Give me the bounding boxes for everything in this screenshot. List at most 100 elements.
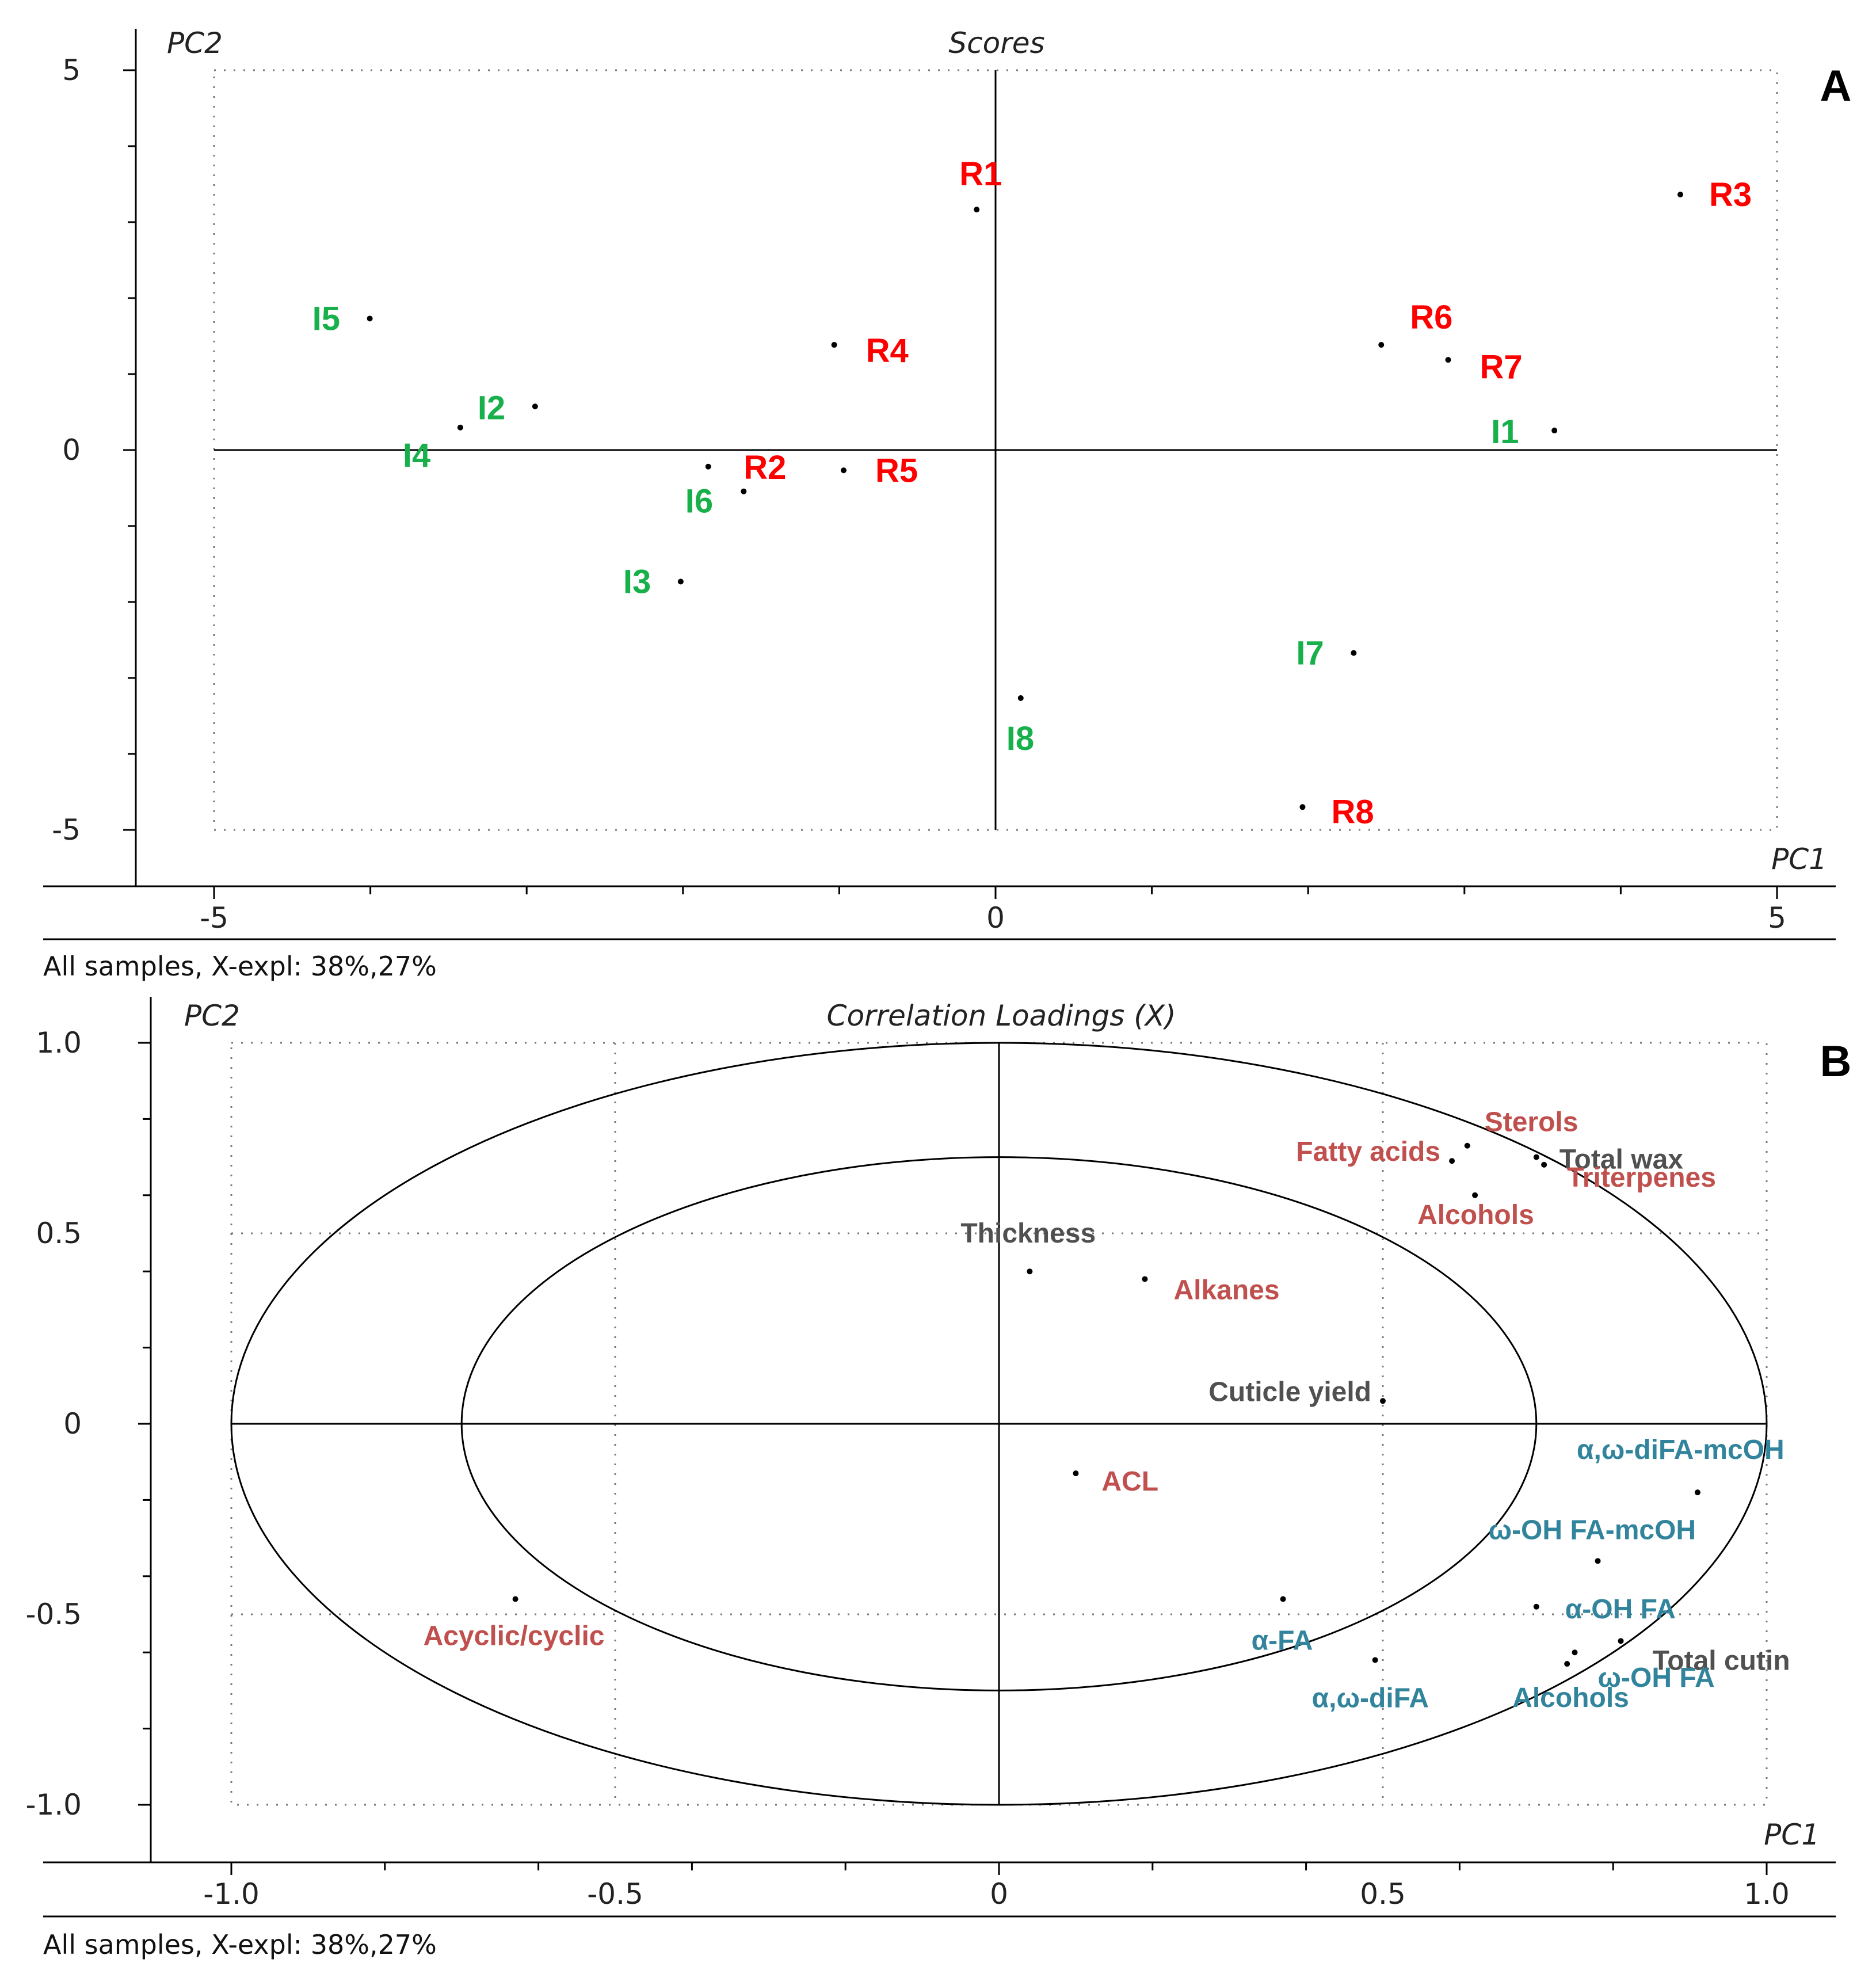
a-footer: All samples, X-expl: 38%,27% (43, 951, 437, 982)
point-r2 (741, 488, 747, 494)
b-title: Correlation Loadings (X) (827, 999, 1176, 1032)
a-zero-axes (214, 70, 1777, 830)
label-total-wax: Total wax (1559, 1145, 1683, 1175)
b-ylabel: PC2 (184, 999, 240, 1032)
point-oh-fa (1572, 1649, 1578, 1656)
label-oh-fa: α-OH FA (1565, 1594, 1676, 1625)
label-difa: α,ω-diFA (1312, 1683, 1429, 1713)
label-r7: R7 (1480, 348, 1522, 386)
x-tick-label: 1.0 (1744, 1877, 1790, 1911)
label-i2: I2 (478, 389, 505, 426)
point-fatty-acids (1449, 1158, 1455, 1164)
point-i8 (1017, 695, 1024, 701)
point-r4 (831, 342, 837, 348)
point-oh-fa (1533, 1603, 1539, 1610)
label-alcohols: Alcohols (1417, 1200, 1534, 1230)
x-tick-label: -5 (200, 901, 228, 935)
point-sterols (1464, 1142, 1470, 1149)
a-points: R1 R2 R3 R4 R5 R6 R7 R8 I1 I2 I3 I4 I5 I6 I7 I8 (312, 155, 1752, 830)
label-r8: R8 (1331, 793, 1374, 830)
a-ylabel: PC2 (167, 26, 223, 60)
point-alcohols (1564, 1661, 1570, 1667)
x-tick-label: 5 (1768, 901, 1786, 935)
point-cuticle-yield (1380, 1398, 1386, 1404)
label-alkanes: Alkanes (1173, 1275, 1279, 1305)
label-i4: I4 (403, 437, 430, 474)
point-r3 (1677, 192, 1683, 197)
label-fa: α-FA (1252, 1626, 1313, 1656)
b-grid (230, 1042, 1768, 1806)
label-oh-fa: ω-OH FA (1598, 1663, 1715, 1693)
point-i1 (1551, 428, 1558, 434)
y-tick-label: -0.5 (25, 1598, 82, 1631)
point-i5 (367, 315, 373, 322)
point-triterpenes (1541, 1161, 1547, 1168)
correlation-loadings-plot: -1.0 -0.5 0 0.5 1.0 1.0 0.5 0 -0.5 -1.0 Sterols Fa… (25, 997, 1851, 1960)
label-alcohols: Alcohols (1512, 1683, 1629, 1713)
y-tick-label: 1.0 (36, 1026, 82, 1060)
label-i6: I6 (685, 483, 713, 520)
y-tick-label: -1.0 (25, 1788, 82, 1821)
label-r2: R2 (743, 449, 786, 486)
b-panel-letter: B (1820, 1037, 1852, 1086)
label-sterols: Sterols (1485, 1107, 1578, 1138)
label-thickness: Thickness (960, 1218, 1096, 1249)
point-total-wax (1533, 1154, 1539, 1160)
point-i7 (1351, 650, 1357, 656)
label-acyclic-cyclic: Acyclic/cyclic (424, 1621, 605, 1652)
point-acyclic-cyclic (512, 1596, 518, 1602)
label-i5: I5 (312, 300, 340, 337)
label-i7: I7 (1296, 635, 1324, 672)
point-r6 (1378, 342, 1385, 348)
a-xlabel: PC1 (1771, 843, 1827, 876)
point-r8 (1299, 804, 1306, 810)
x-tick-label: -1.0 (203, 1877, 260, 1911)
point-alkanes (1142, 1276, 1148, 1282)
y-tick-label: 0 (62, 433, 81, 467)
label-i3: I3 (623, 563, 651, 601)
y-tick-label: 5 (62, 54, 81, 87)
label-r5: R5 (875, 452, 918, 489)
point-thickness (1027, 1268, 1033, 1275)
x-tick-label: 0.5 (1360, 1877, 1406, 1911)
label-total-cutin: Total cutin (1653, 1645, 1790, 1676)
point-oh-fa-mcoh (1595, 1558, 1601, 1564)
y-tick-label: 0 (63, 1407, 82, 1441)
point-acl (1073, 1470, 1079, 1477)
point-difa (1372, 1657, 1378, 1663)
point-total-cutin (1618, 1638, 1624, 1644)
a-title: Scores (948, 26, 1044, 60)
y-tick-label: 0.5 (36, 1217, 82, 1250)
label-fatty-acids: Fatty acids (1296, 1137, 1440, 1167)
label-r3: R3 (1709, 176, 1752, 214)
point-i4 (457, 424, 463, 430)
x-tick-label: -0.5 (587, 1877, 643, 1911)
a-ticks: -5 0 5 5 0 -5 (52, 54, 1786, 935)
x-tick-label: 0 (986, 901, 1005, 935)
label-cuticle-yield: Cuticle yield (1208, 1377, 1371, 1407)
point-r1 (974, 207, 980, 213)
point-i6 (705, 463, 711, 470)
label-r4: R4 (866, 332, 909, 369)
label-r1: R1 (959, 155, 1002, 193)
a-panel-letter: A (1820, 62, 1852, 110)
label-i8: I8 (1006, 720, 1034, 757)
label-oh-fa-mcoh: ω-OH FA-mcOH (1489, 1515, 1696, 1545)
scores-plot: -5 0 5 5 0 -5 R1 R2 R3 R4 R5 R6 R7 R8 I1 I2 I3 I4 I5 I6 I7 I… (43, 26, 1851, 982)
label-acl: ACL (1101, 1466, 1158, 1497)
point-fa (1280, 1596, 1286, 1602)
b-xlabel: PC1 (1764, 1818, 1820, 1851)
y-tick-label: -5 (52, 813, 81, 847)
b-ticks: -1.0 -0.5 0 0.5 1.0 1.0 0.5 0 -0.5 -1.0 (25, 1026, 1789, 1911)
point-alcohols (1472, 1192, 1478, 1198)
point-difa-mcoh (1694, 1489, 1700, 1496)
point-r7 (1445, 357, 1451, 363)
x-tick-label: 0 (990, 1877, 1008, 1911)
point-r5 (841, 467, 847, 474)
label-triterpenes: Triterpenes (1567, 1163, 1716, 1193)
point-i3 (677, 578, 684, 585)
label-i1: I1 (1491, 413, 1519, 451)
point-i2 (532, 403, 538, 410)
